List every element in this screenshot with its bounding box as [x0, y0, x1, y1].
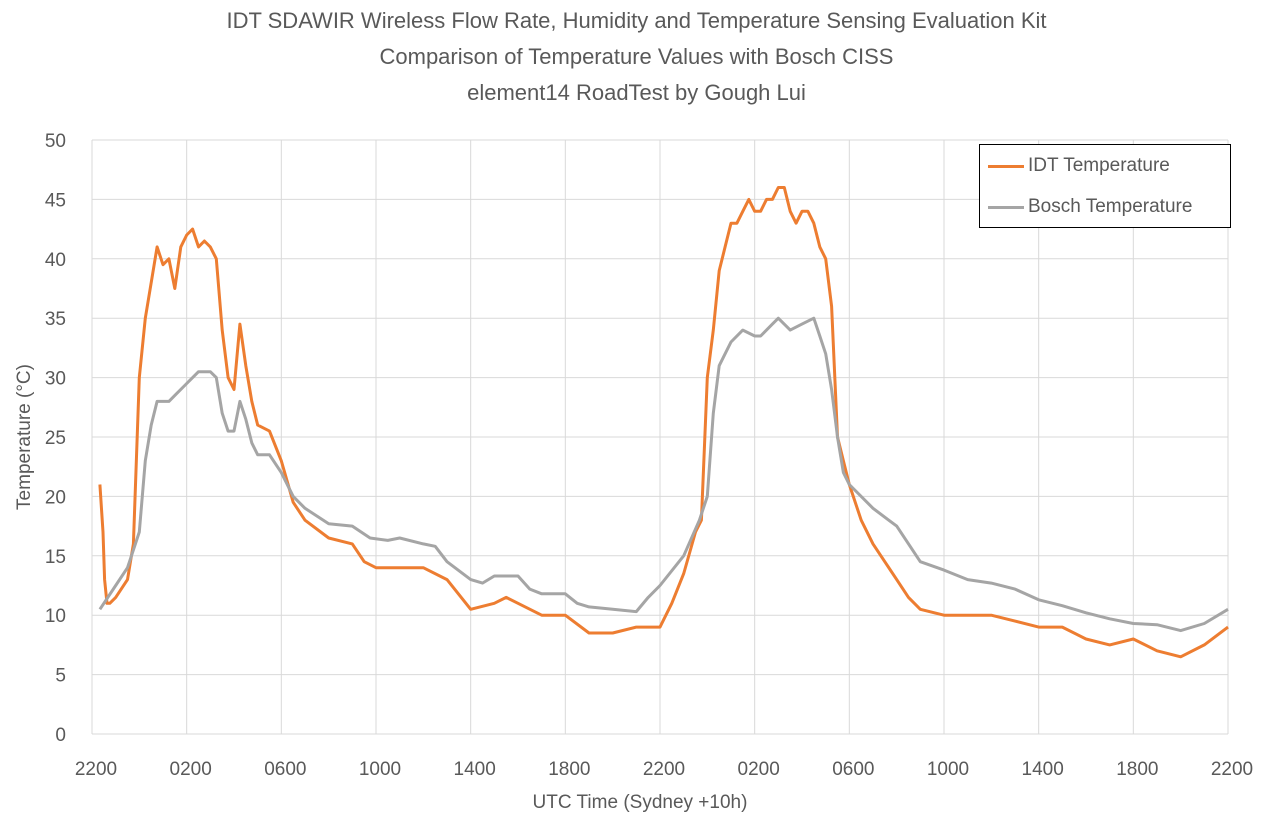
x-tick-label: 1400 — [1022, 759, 1064, 780]
x-tick-label: 1400 — [454, 759, 496, 780]
x-tick-label: 1800 — [548, 759, 590, 780]
chart-title: IDT SDAWIR Wireless Flow Rate, Humidity … — [226, 8, 1047, 33]
x-tick-label: 1000 — [927, 759, 969, 780]
x-tick-label: 2200 — [1211, 759, 1253, 780]
y-tick-label: 5 — [55, 666, 66, 687]
y-tick-label: 35 — [45, 309, 66, 330]
x-tick-labels: 2200 0200 0600 1000 1400 1800 2200 0200 0600 1000… — [75, 759, 1253, 780]
x-axis-label: UTC Time (Sydney +10h) — [533, 792, 748, 813]
y-tick-labels: 0 5 10 15 20 25 30 35 40 45 50 — [45, 131, 66, 746]
legend-label-bosch: Bosch Temperature — [1028, 196, 1193, 217]
x-tick-label: 1000 — [359, 759, 401, 780]
gridlines — [91, 139, 1229, 735]
y-tick-label: 0 — [55, 725, 66, 746]
x-tick-label: 2200 — [643, 759, 685, 780]
y-tick-label: 45 — [45, 190, 66, 211]
x-tick-label: 0200 — [170, 759, 212, 780]
x-tick-label: 0600 — [264, 759, 306, 780]
y-tick-label: 25 — [45, 428, 66, 449]
y-tick-label: 15 — [45, 547, 66, 568]
y-tick-label: 10 — [45, 606, 66, 627]
legend-swatch-idt — [988, 164, 1024, 168]
y-tick-label: 50 — [45, 131, 66, 152]
chart-subtitle: Comparison of Temperature Values with Bo… — [379, 44, 894, 69]
legend-item-bosch: Bosch Temperature — [988, 196, 1192, 218]
x-tick-label: 0200 — [738, 759, 780, 780]
chart-subtitle-author: element14 RoadTest by Gough Lui — [467, 80, 806, 105]
legend-item-idt: IDT Temperature — [988, 155, 1170, 177]
y-tick-label: 30 — [45, 369, 66, 390]
legend-label-idt: IDT Temperature — [1028, 155, 1170, 176]
y-axis-label: Temperature (°C) — [14, 364, 35, 510]
x-tick-label: 0600 — [832, 759, 874, 780]
series-line-idt-temperature — [98, 186, 1229, 659]
x-tick-label: 2200 — [75, 759, 117, 780]
series-line-bosch-temperature — [98, 316, 1229, 633]
y-tick-label: 20 — [45, 487, 66, 508]
legend-swatch-bosch — [988, 205, 1024, 209]
x-tick-label: 1800 — [1116, 759, 1158, 780]
series-lines — [98, 186, 1229, 659]
legend: IDT Temperature Bosch Temperature — [979, 144, 1231, 228]
y-tick-label: 40 — [45, 250, 66, 271]
